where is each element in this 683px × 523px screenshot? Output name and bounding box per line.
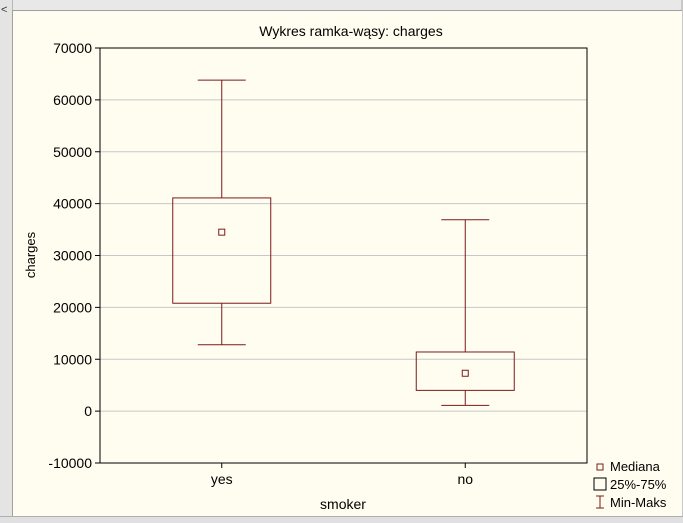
box-plot-chart: Wykres ramka-wąsy: charges -10000 0 10000 2… [23,23,667,512]
legend: Mediana 25%-75% Min-Maks [593,459,667,510]
chart-panel: Wykres ramka-wąsy: charges -10000 0 10000 2… [12,10,682,517]
y-tick-label: 20000 [53,299,92,315]
bottom-status-strip [0,516,683,523]
grid-lines [100,99,587,412]
median-marker [461,369,469,377]
legend-median-icon [596,463,604,471]
y-tick-label: 0 [84,403,92,419]
y-tick-label: 40000 [53,196,92,212]
median-marker [218,228,226,236]
legend-box-icon [593,477,607,491]
boxes-layer [172,79,515,406]
legend-whisker-label: Min-Maks [610,495,667,510]
right-edge-strip [681,0,683,522]
y-tick-label: 70000 [53,40,92,56]
x-axis-ticks: yes no [211,463,473,487]
box-yes [172,79,272,346]
legend-box-label: 25%-75% [610,477,667,492]
y-tick-label: 30000 [53,248,92,264]
y-axis-ticks: -10000 0 10000 20000 30000 40000 50000 60000 700… [48,40,100,471]
scroll-left-icon[interactable]: < [1,4,8,16]
legend-median-label: Mediana [610,459,661,474]
x-axis-label: smoker [320,496,366,512]
box-no [415,219,515,406]
y-tick-label: 50000 [53,144,92,160]
y-tick-label: 10000 [53,351,92,367]
x-tick-label: yes [211,471,233,487]
iqr-box [415,351,515,391]
iqr-box [172,197,272,304]
y-axis-label: charges [23,231,38,278]
x-tick-label: no [457,471,473,487]
y-tick-label: -10000 [48,455,92,471]
chart-title: Wykres ramka-wąsy: charges [259,23,442,39]
y-tick-label: 60000 [53,92,92,108]
